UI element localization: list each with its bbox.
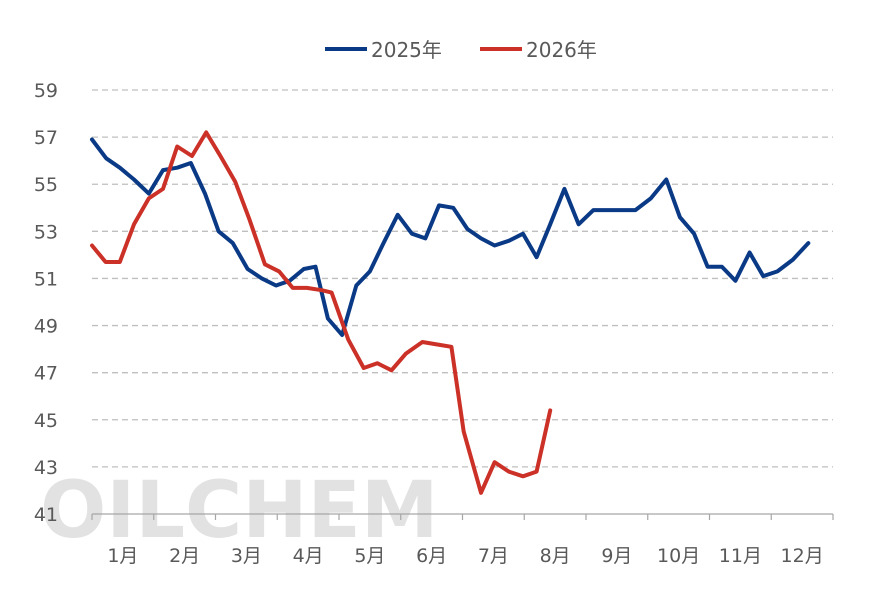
y-tick-label: 47 bbox=[34, 363, 58, 385]
x-tick-label: 4月 bbox=[293, 545, 324, 567]
x-tick-label: 2月 bbox=[169, 545, 200, 567]
y-tick-label: 43 bbox=[34, 457, 58, 479]
y-tick-label: 51 bbox=[34, 268, 58, 290]
y-tick-label: 41 bbox=[34, 504, 58, 526]
y-tick-label: 59 bbox=[34, 80, 58, 102]
legend-label: 2025年 bbox=[371, 38, 442, 62]
x-tick-label: 11月 bbox=[719, 545, 762, 567]
legend-label: 2026年 bbox=[526, 38, 597, 62]
y-tick-label: 53 bbox=[34, 221, 58, 243]
y-tick-label: 49 bbox=[34, 316, 58, 338]
watermark-logo: OILCHEM bbox=[40, 466, 438, 556]
series-line bbox=[90, 137, 811, 337]
x-tick-label: 9月 bbox=[601, 545, 632, 567]
axes: 41 43 45 47 49 51 53 55 57 59 1月 2月 3月 4月 5月 6月 7月 8月 9月 10… bbox=[34, 80, 834, 567]
x-tick-label: 12月 bbox=[781, 545, 824, 567]
legend: 2025年 2026年 bbox=[325, 38, 597, 62]
x-tick-label: 1月 bbox=[107, 545, 138, 567]
x-tick-label: 8月 bbox=[540, 545, 571, 567]
y-tick-label: 57 bbox=[34, 127, 58, 149]
x-tick-label: 3月 bbox=[231, 545, 262, 567]
x-tick-label: 5月 bbox=[354, 545, 385, 567]
y-tick-label: 55 bbox=[34, 174, 58, 196]
x-tick-label: 10月 bbox=[657, 545, 700, 567]
series-line bbox=[90, 130, 553, 495]
x-tick-label: 6月 bbox=[416, 545, 447, 567]
x-tick-label: 7月 bbox=[478, 545, 509, 567]
y-tick-label: 45 bbox=[34, 410, 58, 432]
series-lines bbox=[90, 130, 811, 495]
